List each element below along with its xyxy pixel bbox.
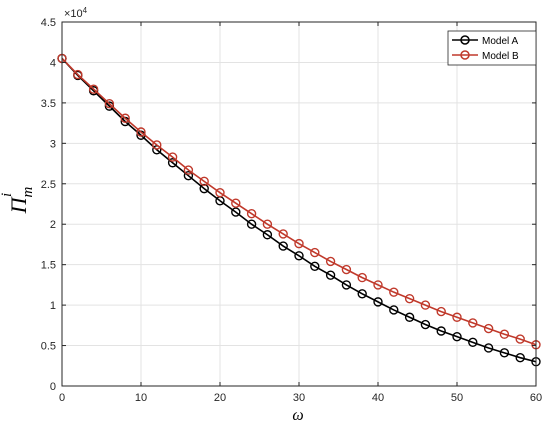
data-point-model-b [420, 300, 431, 310]
x-tick-label: 40 [372, 392, 384, 404]
data-point-model-a [452, 331, 462, 342]
data-point-model-a [499, 348, 510, 358]
data-point-model-b [310, 247, 320, 258]
data-point-model-b [499, 329, 510, 339]
y-axis-label-sup: i [0, 193, 15, 197]
y-exponent-power: 4 [83, 6, 88, 15]
y-tick-label: 1 [50, 300, 56, 312]
data-point-model-b [183, 165, 194, 175]
axis-ticks: 0 10 20 30 40 50 60 0 0.5 1 1.5 2 2.5 3 3.5 4 4.5 [41, 17, 542, 404]
data-point-model-b [246, 209, 257, 219]
y-tick-label: 0.5 [41, 341, 56, 353]
data-point-model-a [294, 251, 304, 261]
y-tick-label: 4.5 [41, 17, 56, 29]
data-point-model-a [404, 312, 415, 322]
legend-marker-model-a [460, 35, 470, 45]
data-point-model-a [357, 289, 367, 299]
y-tick-label: 2 [50, 219, 56, 231]
x-tick-label: 20 [214, 392, 226, 404]
data-point-model-b [120, 113, 130, 123]
x-tick-label: 10 [135, 392, 147, 404]
data-point-model-b [325, 256, 336, 267]
data-point-model-a [310, 261, 320, 271]
y-tick-label: 1.5 [41, 260, 56, 272]
data-point-model-a [167, 158, 178, 168]
data-point-model-a [436, 326, 446, 336]
y-axis-label-base: Π [6, 196, 31, 214]
data-point-model-b [199, 176, 209, 187]
data-point-model-b [515, 334, 525, 344]
series-line-model-b [61, 57, 537, 346]
data-point-model-a [183, 170, 194, 181]
data-point-model-a [199, 183, 209, 194]
data-point-model-a [483, 343, 494, 353]
data-point-model-a [246, 219, 257, 229]
data-point-model-b [152, 140, 162, 150]
data-point-model-b [136, 127, 146, 137]
svg-text:Πm: Πm [6, 186, 36, 214]
data-point-model-b [88, 84, 99, 94]
y-exponent-label: ×104 [64, 6, 88, 20]
legend: Model A Model B [447, 30, 537, 66]
y-tick-label: 4 [50, 57, 56, 69]
data-point-model-b [215, 187, 225, 198]
y-tick-label: 3 [50, 138, 56, 150]
data-point-model-a [468, 337, 478, 348]
data-point-model-b [262, 219, 273, 229]
data-point-model-b [468, 318, 478, 328]
data-point-model-b [341, 264, 352, 275]
grid-lines [62, 22, 536, 386]
data-point-model-b [483, 323, 494, 334]
data-point-model-b [373, 280, 383, 290]
data-point-model-a [420, 319, 431, 330]
data-point-model-b [436, 306, 446, 317]
x-tick-label: 30 [293, 392, 305, 404]
legend-label-model-b: Model B [482, 51, 519, 62]
series-line-model-a [61, 57, 537, 363]
legend-label-model-a: Model A [482, 36, 518, 47]
data-point-model-b [73, 69, 83, 80]
x-tick-label: 50 [451, 392, 463, 404]
data-point-model-b [278, 229, 288, 239]
y-tick-label: 0 [50, 381, 56, 393]
data-point-model-a [373, 297, 383, 307]
x-axis-label: ω [292, 407, 303, 424]
data-point-model-b [294, 238, 304, 249]
data-point-model-b [404, 293, 415, 304]
data-point-model-b [104, 98, 115, 109]
data-point-model-b [167, 152, 178, 162]
data-point-model-a [341, 280, 352, 290]
data-point-model-b [231, 198, 241, 208]
data-point-model-a [325, 270, 336, 280]
data-point-model-a [389, 305, 399, 315]
data-point-model-b [357, 272, 367, 283]
data-point-model-b [452, 312, 462, 322]
y-axis-label-sub: m [20, 186, 36, 197]
y-exponent-base: ×10 [64, 8, 83, 20]
data-point-model-a [262, 230, 273, 240]
data-point-model-a [515, 352, 525, 363]
y-axis-label: Πm i [0, 186, 36, 214]
x-tick-label: 0 [59, 392, 65, 404]
y-tick-label: 3.5 [41, 98, 56, 110]
data-point-model-a [231, 207, 241, 217]
data-point-model-a [278, 241, 288, 251]
x-tick-label: 60 [530, 392, 542, 404]
data-point-model-b [389, 287, 399, 297]
y-tick-label: 2.5 [41, 179, 56, 191]
legend-marker-model-b [460, 50, 470, 60]
